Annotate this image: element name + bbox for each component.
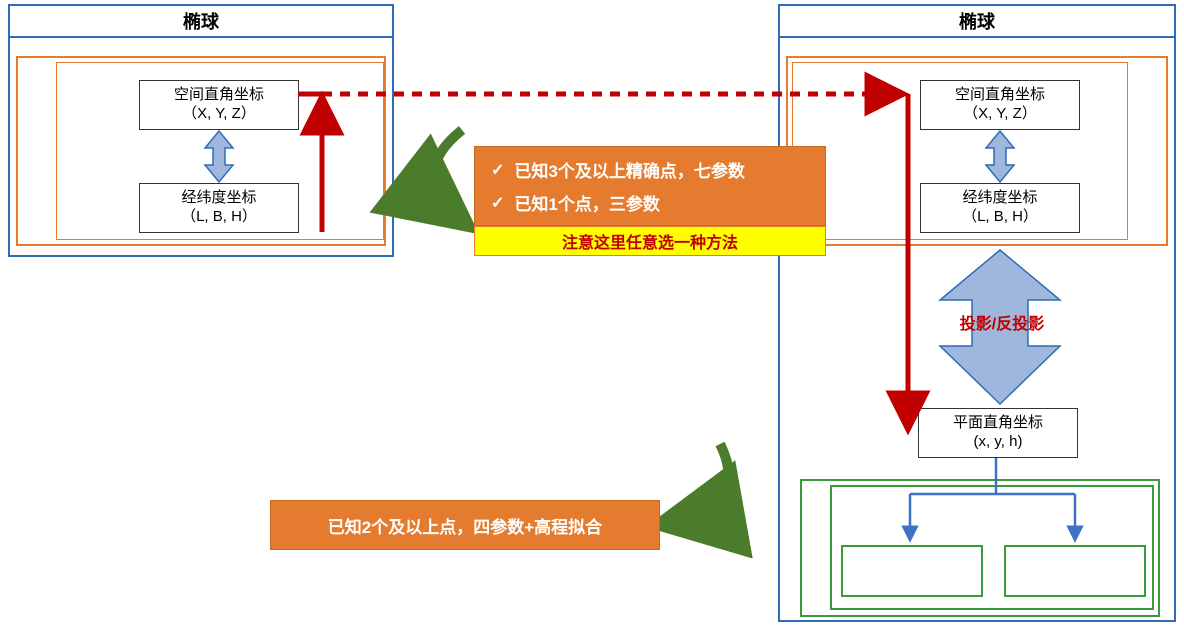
left-geodetic-box: 经纬度坐标 （L, B, H） [139, 183, 299, 233]
left-ellipsoid-title: 椭球 [10, 6, 392, 38]
callout1-line2: ✓ 已知1个点，三参数 [491, 190, 809, 215]
plane-coord-box: 平面直角坐标 (x, y, h) [918, 408, 1078, 458]
right-cartesian-box: 空间直角坐标 （X, Y, Z） [920, 80, 1080, 130]
check-icon: ✓ [491, 160, 504, 180]
right-cartesian-label: 空间直角坐标 [921, 86, 1079, 105]
green-left-box [841, 545, 983, 597]
left-geodetic-coords: （L, B, H） [140, 208, 298, 227]
green-right-box [1004, 545, 1146, 597]
right-geodetic-coords: （L, B, H） [921, 208, 1079, 227]
right-ellipsoid-title: 椭球 [780, 6, 1174, 38]
callout1-line1: ✓ 已知3个及以上精确点，七参数 [491, 157, 809, 182]
plane-coord-label: 平面直角坐标 [919, 414, 1077, 433]
left-geodetic-label: 经纬度坐标 [140, 189, 298, 208]
right-geodetic-box: 经纬度坐标 （L, B, H） [920, 183, 1080, 233]
left-cartesian-box: 空间直角坐标 （X, Y, Z） [139, 80, 299, 130]
projection-label: 投影/反投影 [932, 310, 1072, 334]
left-cartesian-label: 空间直角坐标 [140, 86, 298, 105]
green-curve-arrow-bottom [662, 444, 728, 524]
callout1-note-bar: 注意这里任意选一种方法 [474, 226, 826, 256]
right-cartesian-coords: （X, Y, Z） [921, 105, 1079, 124]
callout-seven-three-params: ✓ 已知3个及以上精确点，七参数 ✓ 已知1个点，三参数 [474, 146, 826, 226]
left-cartesian-coords: （X, Y, Z） [140, 105, 298, 124]
callout-four-params: 已知2个及以上点，四参数+高程拟合 [270, 500, 660, 550]
check-icon: ✓ [491, 193, 504, 213]
green-curve-arrow-top [434, 130, 466, 224]
plane-coord-coords: (x, y, h) [919, 433, 1077, 452]
right-geodetic-label: 经纬度坐标 [921, 189, 1079, 208]
